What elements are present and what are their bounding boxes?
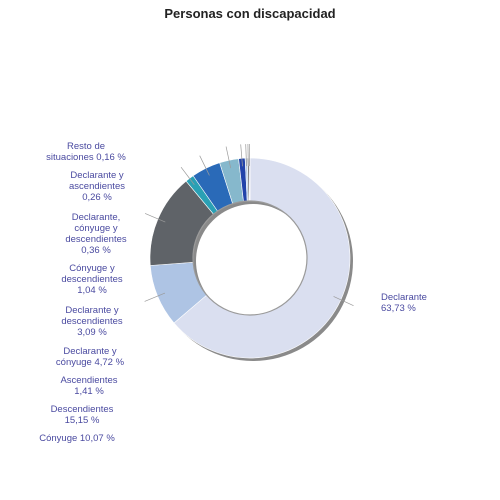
label-declarante-conyuge-y-descendientes: Declarante, cónyuge y descendientes 0,36 %	[65, 212, 127, 256]
label-declarante-y-conyuge: Declarante y cónyuge 4,72 %	[56, 346, 125, 368]
leader-line-declarante-y-conyuge	[199, 155, 210, 176]
label-conyuge: Cónyuge 10,07 %	[39, 433, 115, 444]
leader-line-descendientes	[144, 213, 166, 223]
leader-line-conyuge	[144, 292, 166, 302]
chart-title: Personas con discapacidad	[164, 6, 336, 21]
label-conyuge-y-descendientes: Cónyuge y descendientes 1,04 %	[61, 263, 123, 296]
label-descendientes: Descendientes 15,15 %	[51, 404, 114, 426]
leader-line-declarante	[333, 296, 354, 306]
leader-line-declarante-conyuge-y-descendientes	[245, 144, 247, 167]
leader-line-declarante-y-descendientes	[225, 146, 232, 169]
label-declarante-y-ascendientes: Declarante y ascendientes 0,26 %	[69, 170, 125, 203]
label-declarante-y-descendientes: Declarante y descendientes 3,09 %	[61, 305, 123, 338]
label-ascendientes: Ascendientes 1,41 %	[60, 375, 117, 397]
label-resto-de-situaciones: Resto de situaciones 0,16 %	[46, 141, 126, 163]
leader-line-ascendientes	[180, 166, 195, 185]
leader-line-conyuge-y-descendientes	[240, 144, 243, 167]
label-declarante: Declarante 63,73 %	[381, 292, 427, 314]
donut-hole-edge	[192, 200, 308, 316]
